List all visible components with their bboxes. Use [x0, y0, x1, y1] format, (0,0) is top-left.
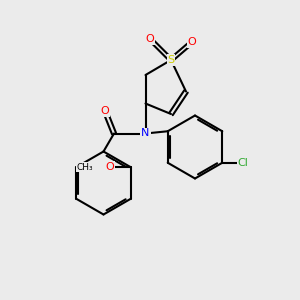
Text: Cl: Cl [238, 158, 249, 168]
Text: S: S [167, 55, 175, 65]
Text: O: O [100, 106, 109, 116]
Text: N: N [141, 128, 150, 139]
Text: O: O [105, 162, 114, 172]
Text: CH₃: CH₃ [77, 163, 93, 172]
Text: O: O [146, 34, 154, 44]
Text: O: O [188, 37, 196, 47]
